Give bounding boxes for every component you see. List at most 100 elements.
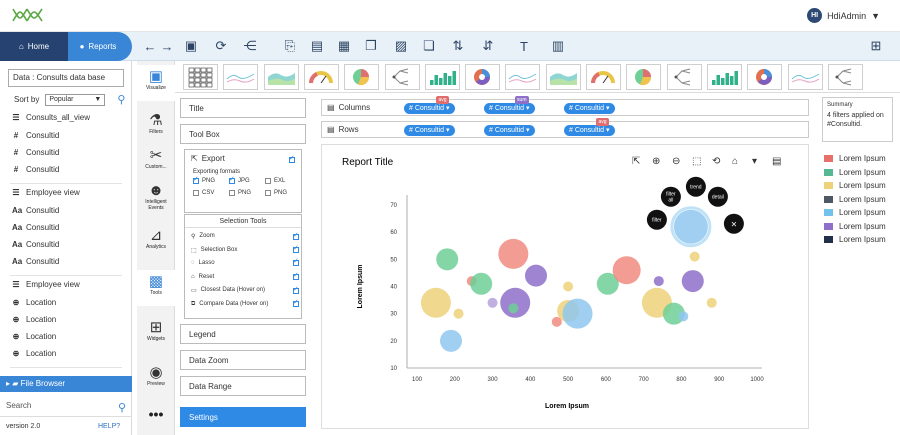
- back-icon[interactable]: ←: [143, 38, 157, 54]
- download-icon[interactable]: ▾: [752, 156, 757, 167]
- strip-item-filters[interactable]: ⚗ Filters: [137, 109, 175, 145]
- save-icon[interactable]: ▣: [184, 38, 198, 53]
- data-zoom-section[interactable]: Data Zoom: [180, 350, 306, 370]
- title-section[interactable]: Title: [180, 98, 306, 118]
- search-icon[interactable]: ⚲: [117, 402, 126, 414]
- data-point[interactable]: [653, 276, 664, 287]
- legend-section[interactable]: Legend: [180, 324, 306, 344]
- data-point[interactable]: [487, 297, 498, 308]
- add-file-icon[interactable]: ▤: [310, 38, 324, 53]
- field-item[interactable]: ⊕ Location: [12, 332, 57, 341]
- strip-item-widgets[interactable]: ⊞ Widgets: [137, 316, 175, 352]
- data-point[interactable]: [681, 270, 704, 293]
- export-checkbox[interactable]: [289, 154, 295, 163]
- data-view-icon[interactable]: ▤: [772, 156, 781, 167]
- field-item[interactable]: ⊕ Location: [12, 349, 57, 358]
- zoom-in-icon[interactable]: ⊕: [652, 156, 660, 167]
- tool-checkbox[interactable]: [293, 257, 299, 266]
- chart-type-gauge[interactable]: [586, 64, 621, 90]
- data-source-select[interactable]: Data : Consults data base: [8, 69, 124, 87]
- chart-type-tree[interactable]: [666, 64, 702, 90]
- chart-type-gauge[interactable]: [303, 64, 339, 90]
- strip-item-intelligent[interactable]: ☻ Intelligent Events: [137, 179, 175, 221]
- context-menu-bubble[interactable]: [685, 176, 706, 197]
- data-point[interactable]: [596, 272, 619, 295]
- legend-item[interactable]: Lorem Ipsum: [824, 154, 886, 163]
- tool-option[interactable]: ⌂ Reset: [191, 271, 299, 280]
- chart-type-tree[interactable]: [384, 64, 420, 90]
- chart-type-tree[interactable]: [827, 64, 863, 90]
- data-point[interactable]: [563, 281, 574, 292]
- data-point[interactable]: [689, 251, 700, 262]
- field-pill[interactable]: # Consultid ▾: [404, 125, 455, 136]
- field-pill[interactable]: # Consultid ▾: [484, 125, 535, 136]
- field-pill[interactable]: # Consultid ▾ sum: [484, 96, 535, 114]
- legend-item[interactable]: Lorem Ipsum: [824, 168, 886, 177]
- data-point[interactable]: [612, 256, 641, 285]
- data-point[interactable]: [453, 308, 464, 319]
- data-point[interactable]: [525, 264, 547, 287]
- legend-item[interactable]: Lorem Ipsum: [824, 235, 886, 244]
- zoom-out-icon[interactable]: ⊖: [672, 156, 680, 167]
- search-input[interactable]: Search ⚲: [0, 397, 132, 417]
- reports-button[interactable]: ● Reports: [64, 32, 132, 61]
- field-pill[interactable]: # Consultid ▾: [564, 103, 615, 114]
- documents-icon[interactable]: ❏: [423, 38, 435, 53]
- chart-type-pie[interactable]: [344, 64, 380, 90]
- forward-icon[interactable]: →: [160, 38, 174, 54]
- format-checkbox[interactable]: [265, 178, 271, 184]
- data-point[interactable]: [673, 209, 708, 244]
- tool-checkbox[interactable]: [293, 298, 299, 307]
- chart-type-area[interactable]: [545, 64, 581, 90]
- field-item[interactable]: Aa Consultid: [12, 223, 59, 232]
- close-icon[interactable]: [723, 213, 744, 234]
- tool-option[interactable]: ◌ Lasso: [191, 257, 299, 266]
- chart-type-line[interactable]: [505, 64, 541, 90]
- field-group-header[interactable]: ☰ Consults_all_view: [12, 113, 90, 122]
- sort-select[interactable]: Popular ▼: [45, 93, 106, 106]
- sort-desc-icon[interactable]: ⇵: [482, 38, 494, 53]
- presentation-icon[interactable]: ▥: [551, 38, 565, 53]
- legend-item[interactable]: Lorem Ipsum: [824, 195, 886, 204]
- field-group-header[interactable]: ☰ Employee view: [12, 188, 79, 197]
- chart-type-table[interactable]: [183, 64, 218, 90]
- more-icon[interactable]: •••: [148, 406, 164, 422]
- text-icon[interactable]: T: [520, 38, 528, 54]
- format-option[interactable]: PNG: [265, 190, 287, 196]
- home-button[interactable]: ⌂ Home: [0, 32, 68, 61]
- field-group-header[interactable]: ☰ Employee view: [12, 280, 79, 289]
- format-checkbox[interactable]: [193, 175, 199, 184]
- tool-option[interactable]: ▭ Closest Data (Hover on): [191, 285, 299, 294]
- chart-type-line[interactable]: [223, 64, 259, 90]
- data-point[interactable]: [436, 248, 459, 271]
- field-item[interactable]: Aa Consultid: [12, 257, 59, 266]
- sort-asc-icon[interactable]: ⇅: [452, 38, 464, 53]
- format-option[interactable]: JPG: [229, 175, 250, 184]
- data-point[interactable]: [508, 303, 519, 314]
- toolbox-section[interactable]: Tool Box: [180, 124, 306, 144]
- data-point[interactable]: [500, 287, 531, 318]
- legend-item[interactable]: Lorem Ipsum: [824, 222, 886, 231]
- scatter-chart[interactable]: Report Title ⇱ ⊕ ⊖ ⬚ ⟲ ⌂ ▾ ▤ 100 200 300 400 500 600 70…: [322, 145, 810, 430]
- data-point[interactable]: [498, 238, 529, 269]
- export-file-icon[interactable]: ⎘: [284, 38, 296, 53]
- refresh-icon[interactable]: ⟲: [712, 156, 721, 167]
- tool-checkbox[interactable]: [293, 271, 299, 280]
- chart-type-line[interactable]: [787, 64, 823, 90]
- tool-checkbox[interactable]: [293, 244, 299, 253]
- rows-shelf[interactable]: ▤ Rows # Consultid ▾ # Consultid ▾ # Consul…: [321, 118, 809, 138]
- field-item[interactable]: Aa Consultid: [12, 206, 59, 215]
- format-checkbox[interactable]: [229, 190, 235, 196]
- field-item[interactable]: # Consultid: [12, 131, 60, 140]
- legend-item[interactable]: Lorem Ipsum: [824, 208, 886, 217]
- format-option[interactable]: PNG: [193, 175, 215, 184]
- data-point[interactable]: [440, 329, 462, 352]
- strip-item-analytics[interactable]: ⊿ Analytics: [137, 224, 175, 260]
- context-menu-bubble[interactable]: [707, 186, 728, 207]
- table-icon[interactable]: ▦: [337, 38, 351, 53]
- field-item[interactable]: ⊕ Location: [12, 298, 57, 307]
- format-checkbox[interactable]: [229, 175, 235, 184]
- chart-type-pie[interactable]: [626, 64, 662, 90]
- tool-option[interactable]: ⬚ Selection Box: [191, 244, 299, 254]
- tool-option[interactable]: ⧉ Compare Data (Hover on): [191, 298, 299, 308]
